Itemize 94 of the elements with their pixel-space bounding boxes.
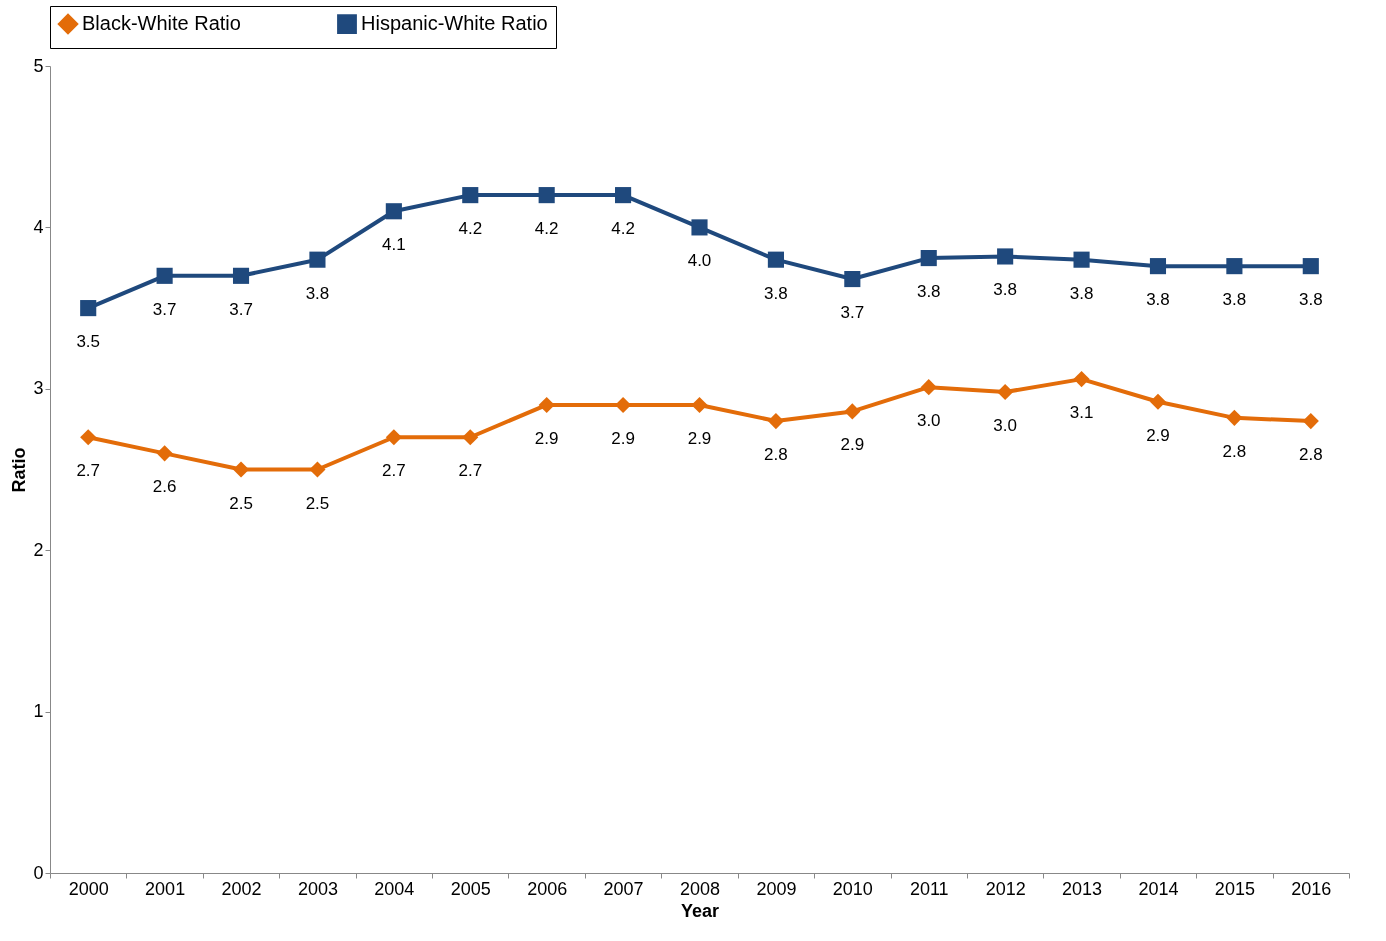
data-label: 2.5 [305, 493, 330, 513]
point [80, 300, 97, 317]
point [1226, 258, 1243, 275]
y-tick-label: 0 [33, 862, 44, 883]
point [1073, 251, 1090, 268]
point [1073, 371, 1090, 388]
x-tick-label: 2006 [527, 878, 568, 899]
data-label: 3.7 [229, 299, 253, 319]
data-label: 3.1 [1069, 403, 1094, 423]
data-label: 2.6 [152, 477, 177, 497]
legend-label: Black-White Ratio [82, 12, 241, 35]
point [1302, 258, 1319, 275]
x-tick-label: 2008 [679, 878, 721, 899]
x-tick-label: 2007 [603, 878, 644, 899]
data-label: 3.0 [993, 416, 1017, 436]
point [844, 270, 861, 288]
point [1149, 258, 1167, 275]
point [309, 461, 326, 478]
point [385, 203, 402, 220]
point [462, 187, 479, 204]
data-label: 2.9 [1146, 425, 1170, 445]
data-label: 3.8 [305, 283, 330, 303]
data-label: 4.2 [534, 219, 559, 239]
point [997, 248, 1014, 265]
point [920, 379, 937, 396]
data-label: 3.8 [764, 283, 788, 303]
point [767, 251, 784, 268]
point [1149, 393, 1167, 410]
legend-label: Hispanic-White Ratio [361, 12, 548, 35]
data-label: 2.9 [687, 428, 712, 448]
y-tick-label: 3 [33, 378, 44, 399]
data-label: 2.8 [1222, 441, 1247, 461]
x-tick-label: 2013 [1062, 878, 1103, 899]
point [385, 429, 402, 446]
data-label: 2.5 [229, 493, 253, 513]
data-label: 2.9 [611, 428, 635, 448]
point [691, 396, 708, 413]
point [156, 445, 173, 462]
data-label: 2.7 [458, 461, 483, 481]
data-label: 2.7 [382, 461, 406, 481]
x-axis-title: Year [680, 900, 720, 921]
x-tick-label: 2010 [832, 878, 873, 899]
x-tick-label: 2000 [68, 878, 109, 899]
x-tick-label: 2005 [450, 878, 491, 899]
x-tick-label: 2003 [297, 878, 338, 899]
data-label: 4.2 [611, 219, 635, 239]
point [920, 250, 937, 267]
data-label: 3.8 [1298, 290, 1323, 310]
y-tick-label: 5 [33, 55, 44, 76]
x-tick-label: 2004 [374, 878, 415, 899]
x-tick-label: 2012 [985, 878, 1026, 899]
point [844, 403, 861, 420]
point [156, 267, 173, 284]
y-axis-title: Ratio [9, 447, 30, 493]
point [462, 429, 479, 446]
point [691, 219, 708, 236]
data-label: 2.9 [840, 435, 865, 455]
point [538, 187, 555, 204]
point [1226, 409, 1243, 426]
point [538, 396, 555, 413]
data-label: 2.9 [534, 428, 559, 448]
point [615, 187, 632, 204]
data-label: 3.8 [916, 282, 941, 302]
data-label: 3.8 [1222, 290, 1247, 310]
data-label: 4.0 [687, 251, 712, 271]
data-label: 4.2 [458, 219, 483, 239]
point [232, 461, 250, 478]
data-label: 3.8 [1069, 283, 1094, 303]
x-tick-label: 2015 [1214, 878, 1255, 899]
x-tick-label: 2014 [1138, 878, 1179, 899]
data-label: 2.8 [764, 445, 788, 465]
data-label: 3.0 [916, 411, 941, 431]
y-tick-label: 2 [33, 539, 44, 560]
data-label: 3.8 [993, 280, 1017, 300]
point [1302, 413, 1319, 430]
x-tick-label: 2009 [756, 878, 797, 899]
point [232, 267, 250, 284]
x-tick-label: 2016 [1291, 878, 1332, 899]
data-label: 2.8 [1298, 445, 1323, 465]
data-label: 3.7 [840, 303, 865, 323]
point [997, 383, 1014, 401]
point [80, 429, 97, 446]
point [767, 413, 784, 430]
y-tick-label: 1 [33, 701, 44, 722]
point [309, 251, 326, 268]
x-tick-label: 2011 [909, 878, 949, 899]
x-tick-label: 2002 [221, 878, 262, 899]
data-label: 2.7 [76, 461, 101, 481]
x-tick-label: 2001 [145, 878, 186, 899]
data-label: 3.7 [152, 299, 177, 319]
data-label: 3.5 [76, 332, 101, 352]
data-label: 3.8 [1146, 290, 1170, 310]
y-tick-label: 4 [33, 216, 44, 237]
data-label: 4.1 [382, 235, 406, 255]
